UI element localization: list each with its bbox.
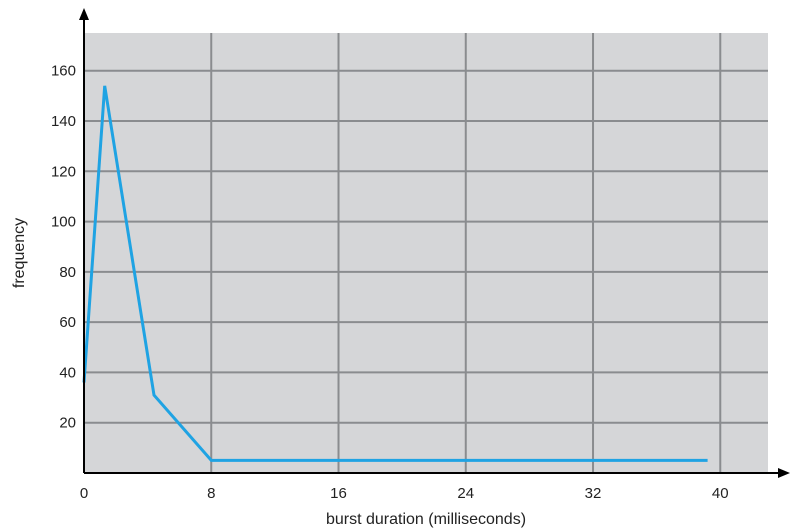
- y-axis-arrow: [79, 8, 89, 20]
- y-tick-label: 20: [59, 415, 76, 432]
- x-tick-label: 40: [712, 485, 729, 502]
- y-tick-label: 100: [51, 214, 76, 231]
- y-tick-label: 80: [59, 264, 76, 281]
- y-axis-title: frequency: [11, 218, 28, 288]
- y-tick-label: 120: [51, 163, 76, 180]
- x-tick-label: 32: [585, 485, 602, 502]
- axes: [79, 8, 790, 478]
- x-tick-label: 16: [330, 485, 347, 502]
- series-lines: [82, 85, 708, 462]
- y-tick-label: 40: [59, 364, 76, 381]
- grid-lines: [84, 33, 768, 473]
- x-tick-label: 8: [207, 485, 215, 502]
- x-tick-labels: 0 8 16 24 32 40: [80, 485, 729, 502]
- x-tick-label: 24: [457, 485, 474, 502]
- x-axis-arrow: [778, 468, 790, 478]
- x-axis-title: burst duration (milliseconds): [326, 511, 526, 528]
- y-tick-label: 160: [51, 63, 76, 80]
- series-line: [82, 85, 708, 462]
- y-tick-label: 60: [59, 314, 76, 331]
- x-tick-label: 0: [80, 485, 88, 502]
- y-tick-labels: 20 40 60 80 100 120 140 160: [51, 63, 76, 432]
- y-tick-label: 140: [51, 113, 76, 130]
- plot-area: [84, 33, 768, 473]
